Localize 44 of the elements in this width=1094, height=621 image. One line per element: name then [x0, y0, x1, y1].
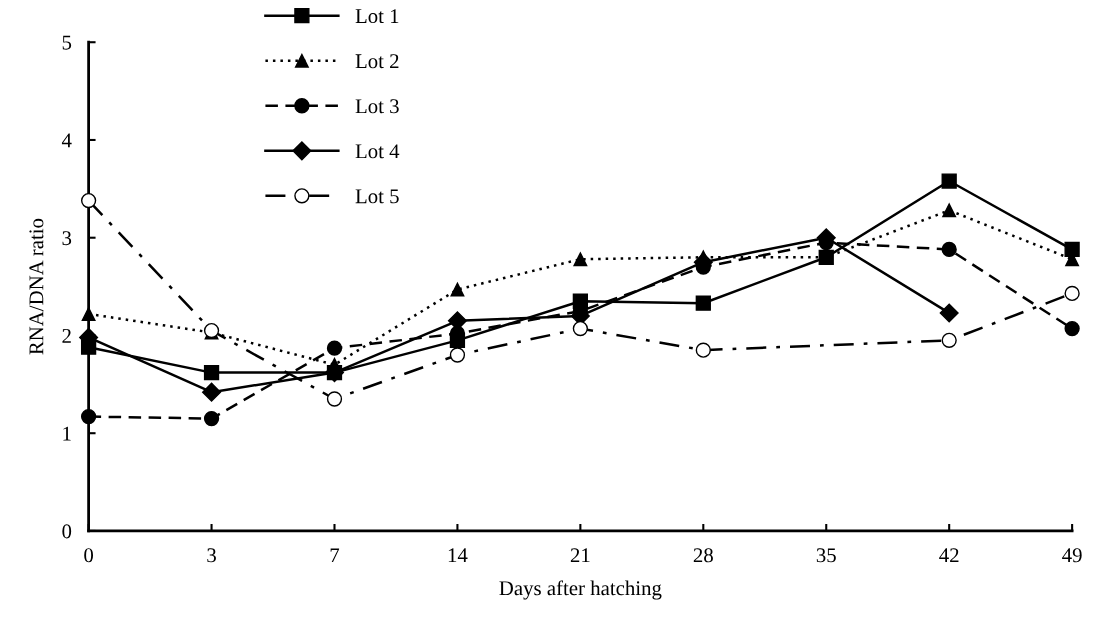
legend-label: Lot 5 — [355, 189, 399, 204]
y-axis-title: RNA/DNA ratio — [29, 218, 44, 355]
point — [450, 282, 465, 297]
point — [326, 340, 343, 356]
y-tick-label: 3 — [62, 231, 72, 246]
y-tick-label: 0 — [62, 524, 72, 539]
x-tick-label: 0 — [84, 548, 94, 563]
point — [202, 382, 222, 402]
x-tick-label: 14 — [448, 548, 468, 563]
x-tick-label: 35 — [816, 548, 836, 563]
point — [1064, 320, 1080, 337]
point — [203, 410, 220, 427]
point — [80, 192, 97, 209]
x-tick-label: 21 — [570, 548, 590, 563]
point — [695, 295, 711, 311]
legend-label: Lot 3 — [355, 99, 399, 114]
point — [80, 408, 97, 425]
point — [572, 320, 589, 337]
point — [203, 364, 220, 381]
legend-label: Lot 2 — [355, 54, 399, 69]
legend-label: Lot 4 — [355, 144, 400, 159]
point — [941, 332, 957, 348]
point — [1064, 241, 1080, 258]
point — [81, 307, 96, 321]
point — [326, 391, 343, 407]
y-tick-label: 5 — [62, 35, 72, 50]
x-tick-label: 28 — [693, 548, 713, 563]
point — [942, 203, 957, 218]
point — [941, 173, 957, 189]
point — [449, 347, 466, 363]
y-tick-label: 1 — [63, 426, 71, 441]
point — [1064, 285, 1080, 302]
x-tick-label: 42 — [939, 548, 959, 563]
point — [695, 342, 711, 358]
point — [573, 252, 588, 267]
legend-label: Lot 1 — [355, 9, 399, 24]
x-axis-title: Days after hatching — [499, 580, 662, 600]
x-tick-label: 3 — [207, 548, 216, 563]
y-tick-label: 4 — [61, 133, 72, 148]
point — [939, 303, 959, 323]
x-tick-label: 7 — [330, 548, 340, 563]
y-tick-label: 2 — [62, 328, 71, 343]
point — [941, 241, 957, 258]
x-tick-label: 49 — [1062, 548, 1082, 563]
